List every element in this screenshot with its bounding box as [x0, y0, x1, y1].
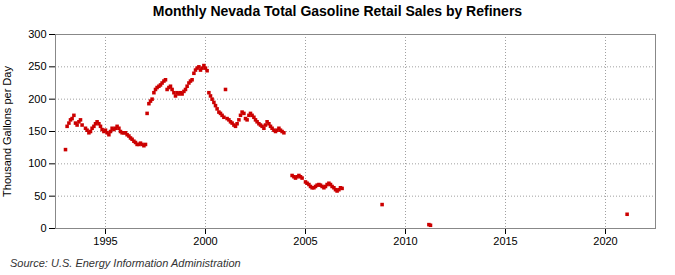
svg-text:2005: 2005	[293, 235, 317, 247]
svg-text:Thousand Gallons per Day: Thousand Gallons per Day	[1, 66, 13, 197]
svg-text:1995: 1995	[93, 235, 117, 247]
svg-text:150: 150	[28, 125, 46, 137]
svg-text:2015: 2015	[493, 235, 517, 247]
svg-text:200: 200	[28, 93, 46, 105]
html-text:Source: U.S. Energy Informatio: Source: U.S. Energy Information Administ…	[10, 257, 241, 269]
svg-text:2010: 2010	[393, 235, 417, 247]
svg-text:50: 50	[34, 190, 46, 202]
svg-text:2000: 2000	[193, 235, 217, 247]
svg-text:2020: 2020	[593, 235, 617, 247]
svg-text:250: 250	[28, 60, 46, 72]
svg-text:300: 300	[28, 28, 46, 40]
svg-text:0: 0	[40, 222, 46, 234]
svg-text:100: 100	[28, 157, 46, 169]
html-text:Monthly Nevada Total Gasoline: Monthly Nevada Total Gasoline Retail Sal…	[152, 3, 523, 19]
